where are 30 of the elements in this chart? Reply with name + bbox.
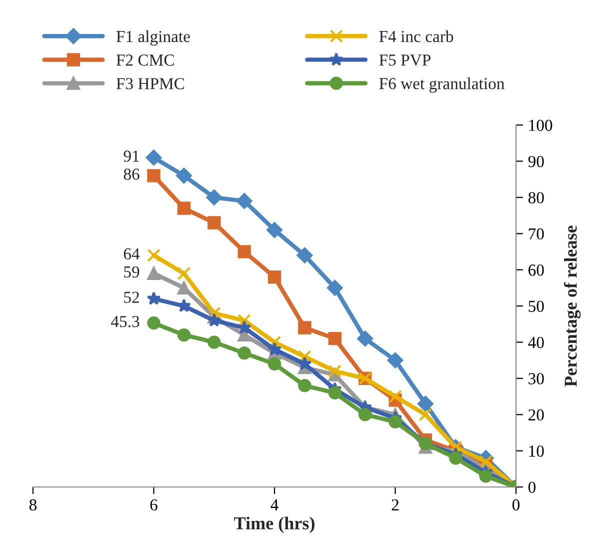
y-tick-label: 80 <box>528 192 544 204</box>
y-tick-label: 10 <box>529 446 544 457</box>
y-tick-label: 50 <box>528 300 544 312</box>
y-tick-label: 90 <box>528 156 544 168</box>
x-tick-label: 8 <box>29 499 37 511</box>
y-tick-label: 20 <box>528 409 544 421</box>
data-label: 91 <box>124 150 139 162</box>
x-axis-title: Time (hrs) <box>234 516 314 534</box>
y-tick-label: 100 <box>529 120 552 131</box>
x-tick-label: 0 <box>512 499 520 511</box>
data-label: 86 <box>124 168 140 180</box>
y-tick-label: 70 <box>528 228 544 240</box>
data-label: 45.3 <box>111 316 140 328</box>
legend-label: F2 CMC <box>116 54 174 66</box>
legend-label: F6 wet granulation <box>379 78 504 93</box>
y-tick-label: 30 <box>528 373 544 384</box>
data-label: 59 <box>124 266 140 278</box>
x-tick-label: 2 <box>392 499 398 510</box>
x-tick-label: 4 <box>270 499 278 510</box>
legend-label: F4 inc carb <box>379 30 454 42</box>
legend-label: F5 PVP <box>379 54 430 66</box>
y-tick-label: 60 <box>528 264 544 276</box>
y-axis-title: Percentage of release <box>564 226 581 387</box>
data-label: 52 <box>124 292 139 303</box>
x-tick-label: 6 <box>150 499 158 511</box>
legend-label: F3 HPMC <box>116 78 184 90</box>
data-label: 64 <box>124 248 140 260</box>
y-tick-label: 40 <box>528 336 544 348</box>
legend-label: F1 alginate <box>116 30 190 46</box>
y-tick-label: 0 <box>528 482 536 493</box>
